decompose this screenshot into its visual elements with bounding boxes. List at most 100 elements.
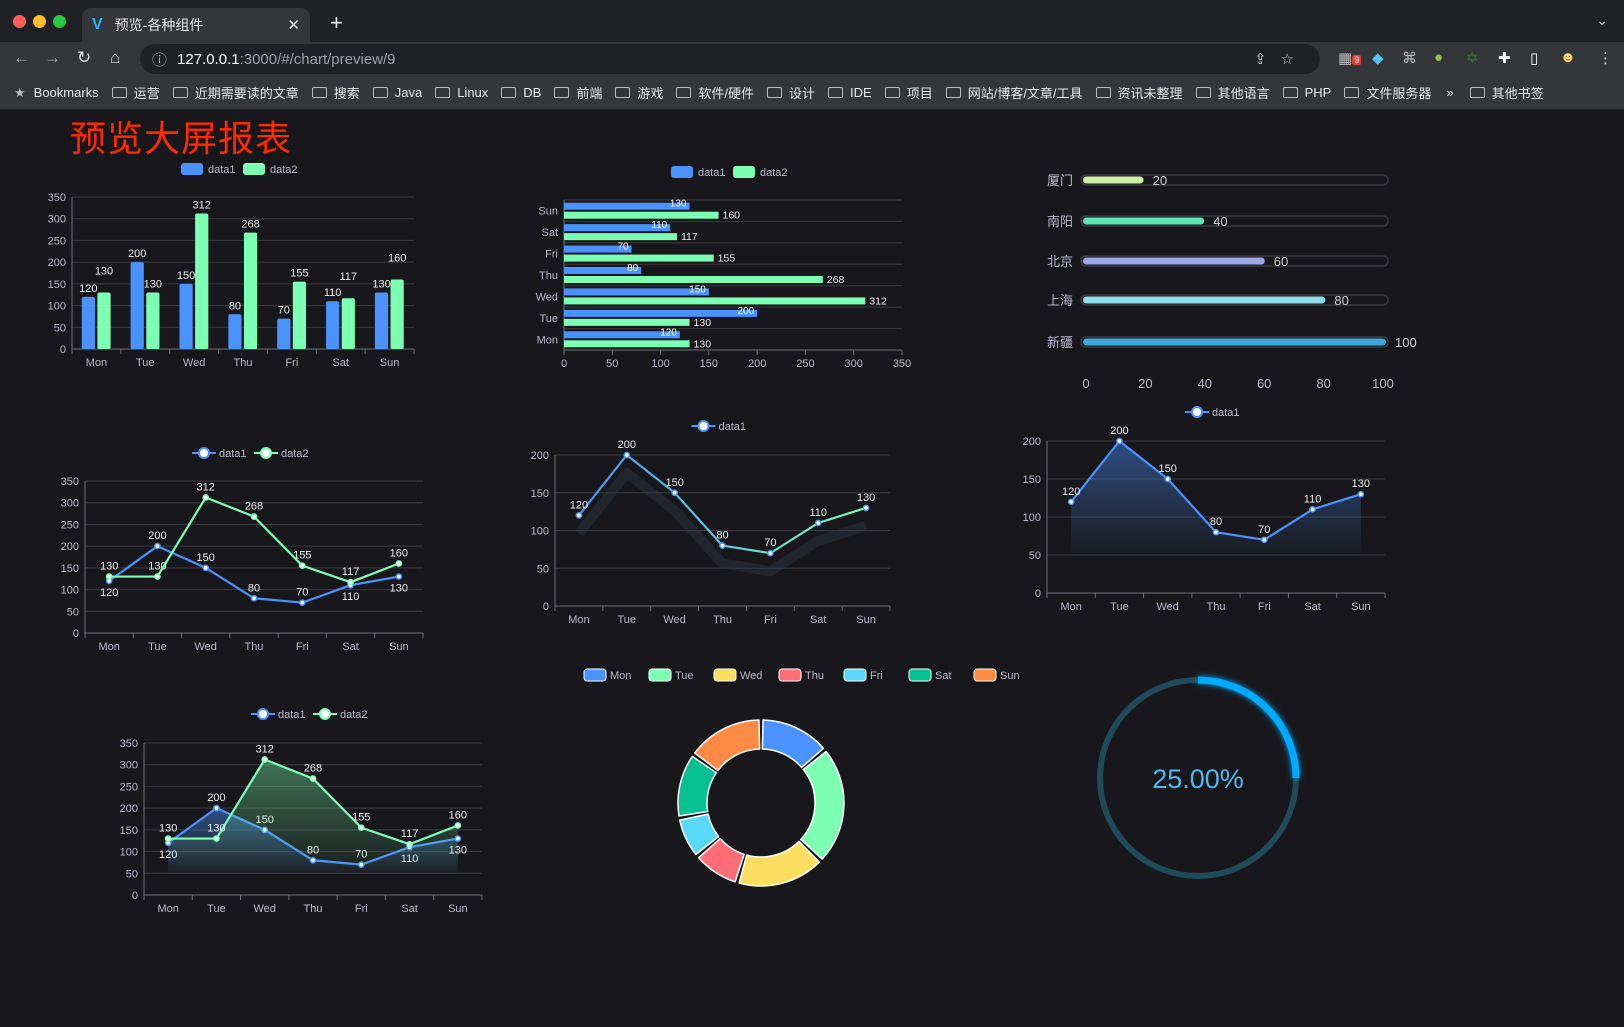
- bookmark-folder[interactable]: Java: [372, 83, 422, 102]
- y-tick-label: 350: [48, 192, 66, 204]
- bookmark-folder[interactable]: Linux: [435, 83, 488, 102]
- bookmark-folder[interactable]: 设计: [767, 83, 815, 102]
- bookmark-folder-label: 近期需要读的文章: [194, 86, 299, 101]
- data-label: 120: [79, 283, 97, 295]
- bookmark-folder[interactable]: IDE: [828, 83, 872, 102]
- other-bookmarks-folder[interactable]: 其他书签: [1469, 83, 1544, 102]
- gem-extension-icon[interactable]: ◆: [1372, 50, 1384, 67]
- legend-label: Mon: [610, 670, 631, 682]
- data-label: 268: [245, 501, 263, 513]
- data-label: 120: [570, 499, 588, 511]
- bookmark-folder-label: IDE: [850, 85, 872, 100]
- legend-item-data1[interactable]: data1: [192, 447, 247, 460]
- legend-item-Thu[interactable]: Thu: [778, 668, 824, 682]
- y-tick-label: 0: [1035, 588, 1041, 600]
- forward-icon[interactable]: →: [44, 48, 61, 67]
- bookmark-folder-label: 搜索: [333, 86, 360, 101]
- url-host: 127.0.0.1: [177, 50, 240, 68]
- legend-item-data1[interactable]: data1: [691, 420, 747, 433]
- legend-label: Wed: [740, 670, 762, 682]
- more-bookmarks-button[interactable]: »: [1446, 85, 1454, 100]
- x-tick-label: 80: [1316, 376, 1330, 391]
- legend-item-data1[interactable]: data1: [181, 163, 236, 176]
- legend-item-data2[interactable]: data2: [733, 166, 788, 179]
- legend-swatch: [843, 668, 867, 682]
- progress-track: [1080, 215, 1389, 227]
- share-icon[interactable]: ⇪: [1253, 51, 1281, 68]
- close-window-button[interactable]: [13, 15, 26, 28]
- legend-item-Tue[interactable]: Tue: [648, 668, 694, 682]
- legend-item-Wed[interactable]: Wed: [713, 668, 762, 682]
- bookmark-folder-label: 文件服务器: [1366, 86, 1432, 101]
- gauge-value: 25.00%: [1152, 764, 1244, 794]
- extension-icon[interactable]: ▦ 9: [1338, 50, 1362, 67]
- y-tick-label: 350: [61, 476, 79, 488]
- y-tick-label: Fri: [545, 249, 558, 261]
- legend-item-data2[interactable]: data2: [243, 163, 298, 176]
- legend-item-Fri[interactable]: Fri: [843, 668, 883, 682]
- bookmark-folder[interactable]: 运营: [111, 83, 160, 102]
- data-label: 200: [128, 248, 146, 260]
- maximize-window-button[interactable]: [53, 15, 66, 28]
- data-label: 155: [290, 268, 308, 280]
- legend-item-Sun[interactable]: Sun: [973, 668, 1020, 682]
- bookmark-folder[interactable]: 网站/博客/文章/工具: [945, 83, 1083, 102]
- bookmark-folder[interactable]: 游戏: [615, 83, 663, 102]
- y-tick-label: 150: [120, 825, 138, 837]
- bookmark-folder[interactable]: 其他语言: [1195, 83, 1270, 102]
- home-icon[interactable]: ⌂: [110, 48, 121, 67]
- puzzle-extensions-icon[interactable]: ✚: [1498, 50, 1511, 67]
- y-tick-label: 150: [531, 488, 549, 500]
- side-panel-icon[interactable]: ▯: [1530, 50, 1539, 67]
- bookmark-folder[interactable]: 搜索: [311, 83, 360, 102]
- bookmark-folder[interactable]: 前端: [554, 83, 602, 102]
- legend-item-Mon[interactable]: Mon: [583, 668, 631, 682]
- star-extension-icon[interactable]: ✡: [1466, 50, 1479, 67]
- bookmarks-button[interactable]: ★ Bookmarks: [14, 85, 99, 101]
- data-label: 117: [681, 231, 698, 243]
- folder-icon: [1095, 87, 1111, 98]
- reload-icon[interactable]: ↻: [77, 48, 92, 67]
- browser-tab[interactable]: V 预览-各种组件 ✕: [82, 8, 310, 42]
- legend-item-data2[interactable]: data2: [313, 708, 368, 721]
- progress-value: 40: [1213, 214, 1227, 229]
- green-dot-extension-icon[interactable]: ●: [1434, 49, 1444, 66]
- legend-marker: [260, 447, 272, 459]
- bookmark-star-icon[interactable]: ☆: [1280, 51, 1308, 68]
- bar-data1: [228, 314, 242, 349]
- legend-item-data2[interactable]: data2: [254, 447, 309, 460]
- bookmark-folder[interactable]: PHP: [1282, 83, 1331, 102]
- bookmark-folder[interactable]: 近期需要读的文章: [172, 83, 299, 102]
- address-bar[interactable]: ⓘ 127.0.0.1:3000/#/chart/preview/9 ⇪☆: [140, 44, 1320, 74]
- close-tab-icon[interactable]: ✕: [287, 17, 300, 34]
- legend-item-Sat[interactable]: Sat: [908, 668, 952, 682]
- x-tick-label: Thu: [234, 357, 253, 369]
- site-info-icon[interactable]: ⓘ: [152, 51, 168, 69]
- legend-item-data1[interactable]: data1: [671, 166, 726, 179]
- x-tick-label: Fri: [355, 903, 368, 915]
- minimize-window-button[interactable]: [33, 15, 46, 28]
- legend-marker: [1191, 406, 1203, 418]
- chart-legend: data1 data2: [181, 163, 298, 176]
- new-tab-button[interactable]: +: [330, 10, 343, 35]
- bookmark-folder[interactable]: 文件服务器: [1344, 83, 1431, 102]
- bar-data2: [195, 213, 209, 349]
- data-label: 130: [694, 338, 712, 350]
- data-point: [1357, 490, 1365, 498]
- back-icon[interactable]: ←: [13, 48, 30, 67]
- legend-item-data1[interactable]: data1: [251, 708, 306, 721]
- tab-search-chevron-icon[interactable]: ⌄: [1596, 12, 1608, 28]
- bookmark-folder[interactable]: 资讯未整理: [1095, 83, 1183, 102]
- legend-item-data1[interactable]: data1: [1185, 406, 1240, 419]
- bookmark-folder[interactable]: DB: [501, 83, 541, 102]
- bookmark-folder[interactable]: 软件/硬件: [676, 83, 754, 102]
- data-label: 155: [718, 253, 736, 265]
- command-extension-icon[interactable]: ⌘: [1402, 50, 1417, 67]
- bookmark-folder[interactable]: 项目: [884, 83, 933, 102]
- profile-avatar[interactable]: ☻: [1560, 49, 1576, 66]
- folder-icon: [615, 87, 631, 98]
- chart-axes: 0 50 100 150 200 Mon Tue Wed Thu Fri Sat Sun: [531, 450, 891, 626]
- data-label: 200: [618, 439, 636, 451]
- menu-kebab-icon[interactable]: ⋮: [1598, 50, 1613, 67]
- y-tick-label: 100: [48, 301, 66, 313]
